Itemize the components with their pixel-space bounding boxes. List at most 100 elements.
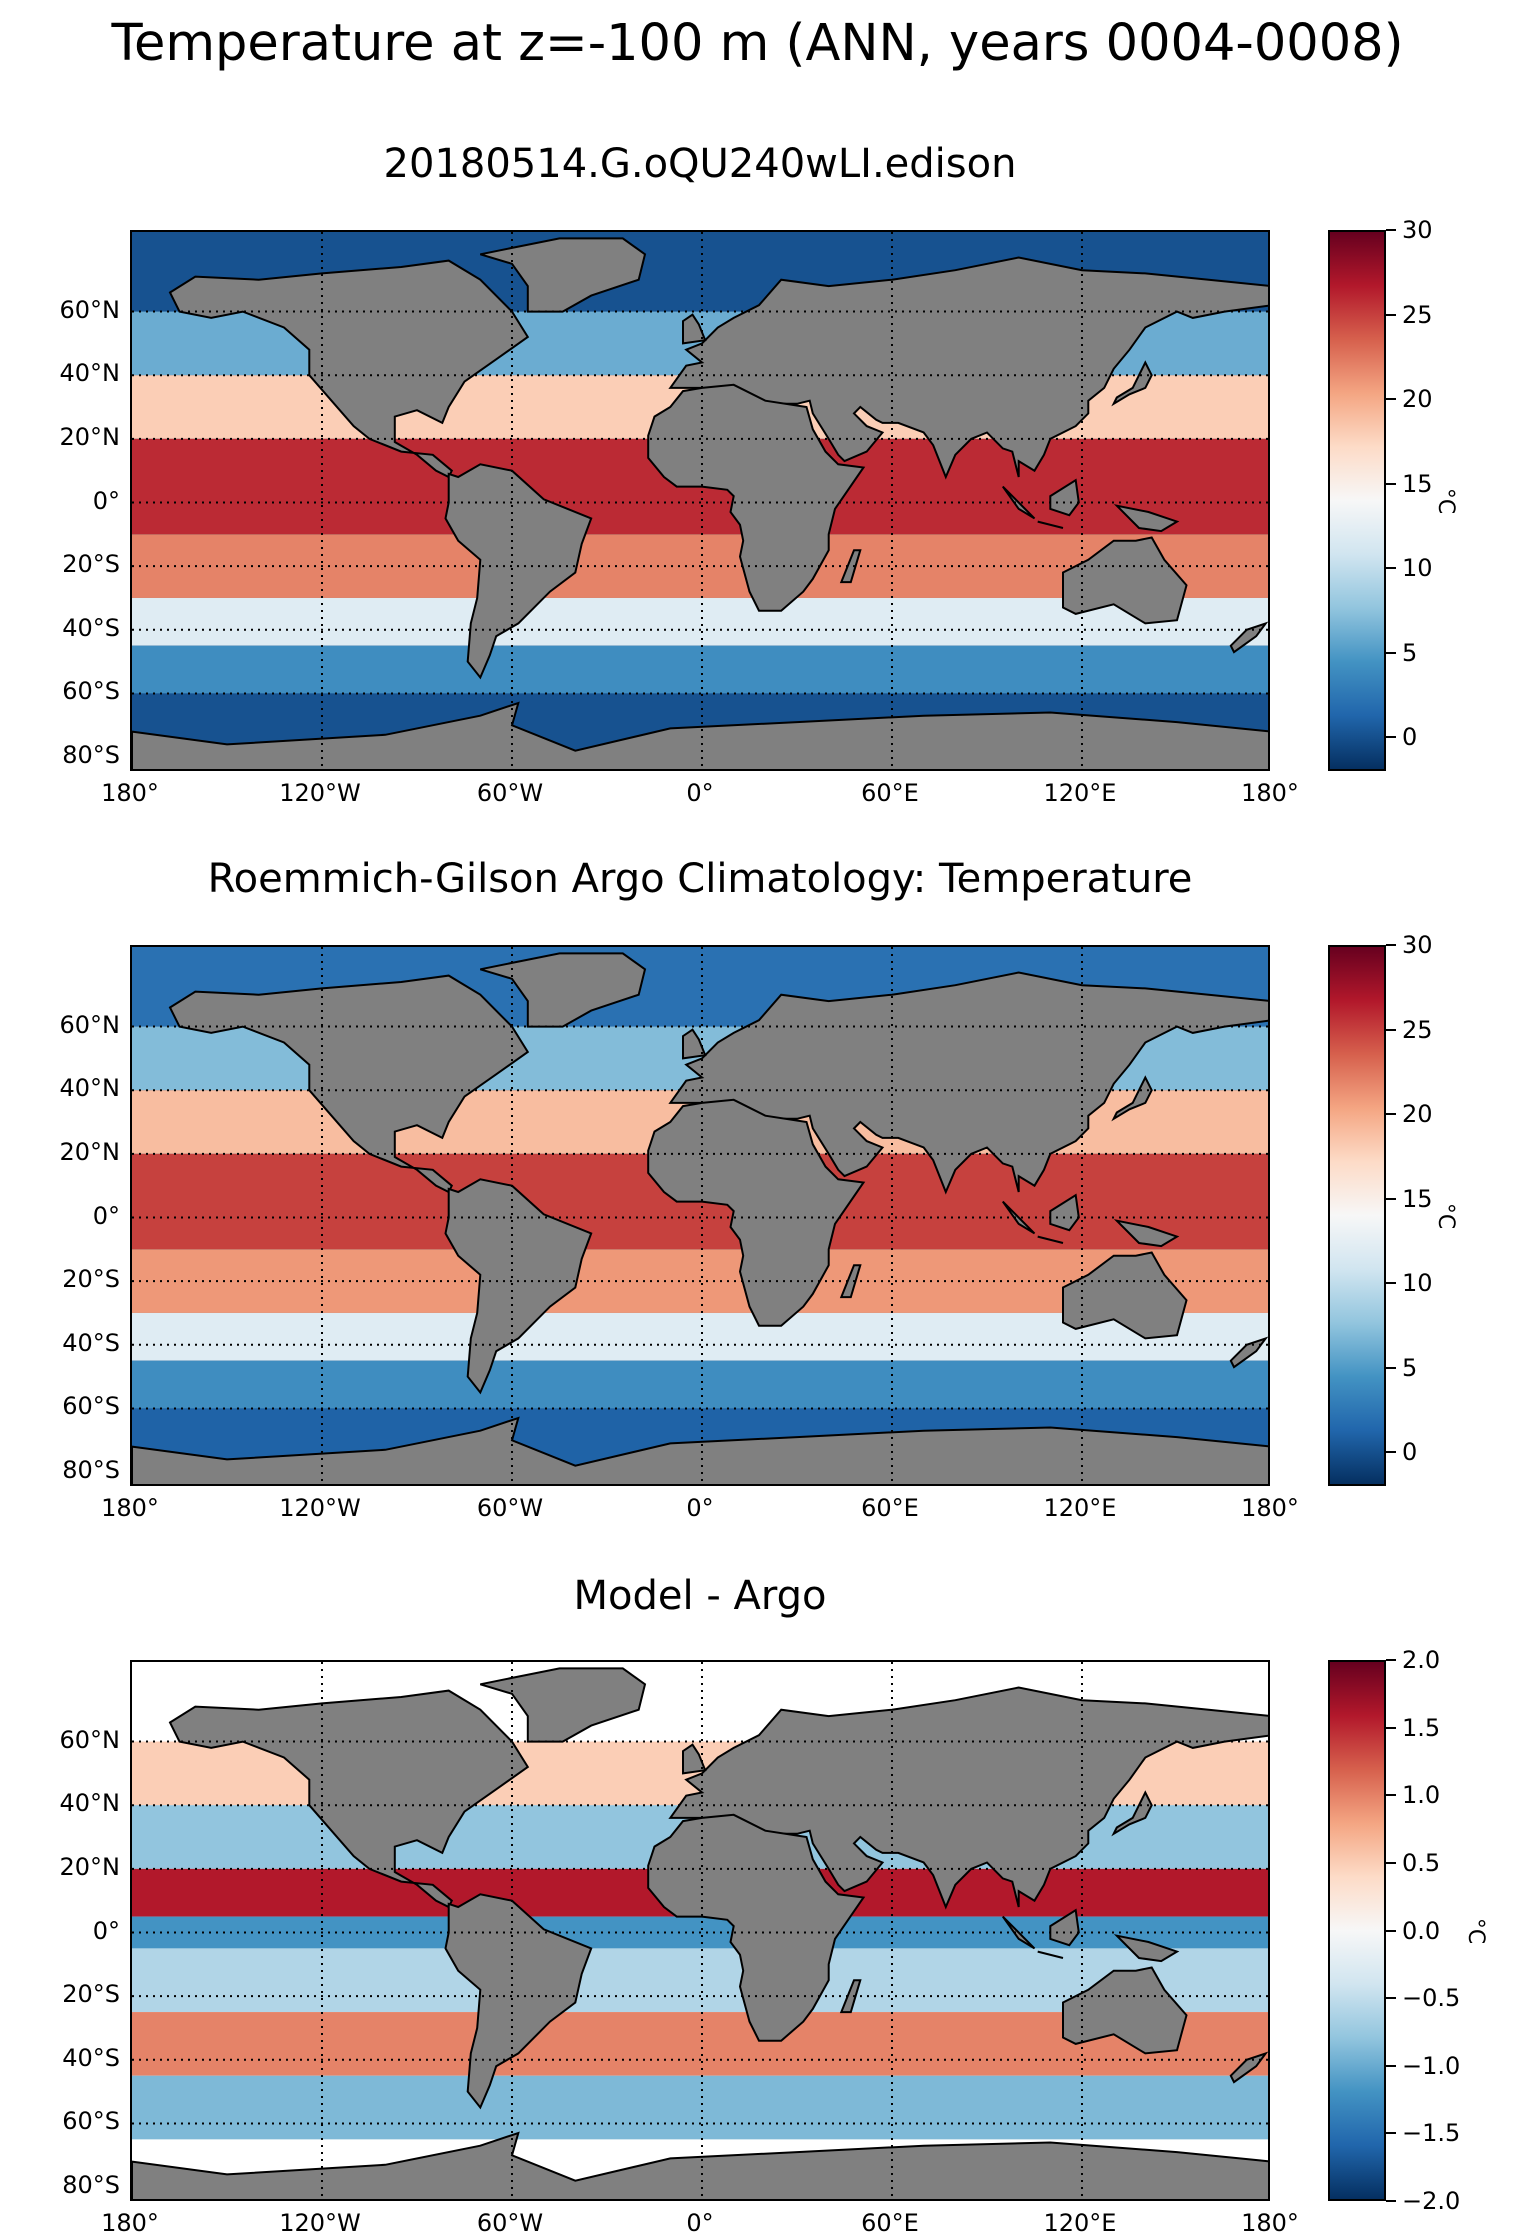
landmass-9 — [1037, 1950, 1064, 1959]
colorbar-tick-label: 20 — [1402, 1100, 1433, 1129]
latitude-tick-label: 20°S — [62, 1980, 120, 2009]
longitude-tick-label: 120°W — [279, 2209, 361, 2237]
colorbar-tick-mark — [1386, 1197, 1396, 1200]
colorbar-tick-label: 0.0 — [1402, 1916, 1441, 1945]
landmass-6 — [1062, 1966, 1188, 2055]
colorbar-tick-mark — [1386, 398, 1396, 401]
latitude-tick-label: 80°S — [62, 1456, 120, 1485]
colorbar-tick-mark — [1386, 1726, 1396, 1729]
panel-3-colorbar — [1328, 1660, 1386, 2201]
longitude-tick-label: 120°W — [279, 779, 361, 807]
landmass-5 — [647, 1098, 866, 1327]
panel-1-colorbar — [1328, 230, 1386, 771]
colorbar-tick-mark — [1386, 229, 1396, 231]
landmass-7 — [839, 1979, 862, 2014]
landmass-11 — [1113, 504, 1180, 533]
colorbar-tick-mark — [1386, 1929, 1396, 1932]
latitude-tick-label: 20°S — [62, 550, 120, 579]
colorbar-tick-mark — [1386, 1451, 1396, 1454]
colorbar-tick-mark — [1386, 944, 1396, 946]
colorbar-tick-mark — [1386, 1028, 1396, 1031]
latitude-tick-label: 20°N — [59, 1852, 121, 1881]
landmass-8 — [1001, 485, 1036, 520]
landmass-2 — [444, 1178, 593, 1395]
landmass-1 — [168, 974, 530, 1194]
colorbar-tick-mark — [1386, 2132, 1396, 2135]
longitude-tick-label: 60°W — [476, 2209, 544, 2237]
longitude-tick-label: 0° — [686, 2209, 714, 2237]
landmass-6 — [1062, 536, 1188, 625]
colorbar-tick-mark — [1386, 1997, 1396, 2000]
colorbar-tick-mark — [1386, 1659, 1396, 1661]
longitude-tick-label: 180° — [1241, 1494, 1299, 1522]
landmass-7 — [839, 549, 862, 584]
longitude-tick-label: 120°E — [1043, 1494, 1117, 1522]
colorbar-tick-mark — [1386, 1113, 1396, 1116]
colorbar-tick-label: 30 — [1402, 216, 1433, 244]
landmass-15 — [132, 2131, 1268, 2199]
landmass-14 — [682, 1743, 707, 1775]
landmass-12 — [1111, 1790, 1153, 1837]
colorbar-tick-label: −2.0 — [1402, 2187, 1461, 2215]
latitude-tick-label: 40°S — [62, 1328, 120, 1357]
latitude-tick-label: 60°S — [62, 1392, 120, 1421]
landmass-8 — [1001, 1200, 1036, 1235]
longitude-tick-label: 120°E — [1043, 779, 1117, 807]
colorbar-tick-mark — [1386, 1282, 1396, 1285]
latitude-tick-label: 0° — [92, 486, 120, 515]
landmass-8 — [1001, 1915, 1036, 1950]
longitude-tick-label: 180° — [101, 1494, 159, 1522]
latitude-tick-label: 60°N — [59, 1010, 121, 1039]
latitude-tick-label: 60°S — [62, 2107, 120, 2136]
panel-3-map — [130, 1660, 1270, 2201]
colorbar-tick-label: 2.0 — [1402, 1646, 1441, 1674]
landmass-11 — [1113, 1934, 1180, 1963]
longitude-tick-label: 60°W — [476, 1494, 544, 1522]
landmass-12 — [1111, 360, 1153, 407]
colorbar-tick-label: 1.0 — [1402, 1781, 1441, 1810]
colorbar-unit-label: °C — [1433, 487, 1459, 514]
landmass-14 — [682, 1028, 707, 1060]
longitude-tick-label: 0° — [686, 1494, 714, 1522]
landmass-9 — [1037, 1235, 1064, 1244]
panel-1-map — [130, 230, 1270, 771]
landmass-7 — [839, 1264, 862, 1299]
landmass-6 — [1062, 1251, 1188, 1340]
latitude-tick-label: 20°N — [59, 422, 121, 451]
colorbar-tick-mark — [1386, 1366, 1396, 1369]
landmass-5 — [647, 1813, 866, 2042]
colorbar-tick-label: −1.5 — [1402, 2119, 1461, 2148]
colorbar-tick-label: 0 — [1402, 723, 1418, 752]
longitude-tick-label: 120°E — [1043, 2209, 1117, 2237]
longitude-tick-label: 60°E — [861, 2209, 919, 2237]
figure-title: Temperature at z=-100 m (ANN, years 0004… — [111, 14, 1404, 73]
landmass-10 — [1049, 1193, 1080, 1232]
panel-2-title: Roemmich-Gilson Argo Climatology: Temper… — [207, 856, 1193, 902]
colorbar-tick-label: 10 — [1402, 554, 1433, 583]
colorbar-tick-mark — [1386, 2200, 1396, 2202]
map-plot-1 — [132, 232, 1268, 769]
landmass-3 — [480, 237, 647, 313]
colorbar-tick-mark — [1386, 567, 1396, 570]
colorbar-tick-label: 5 — [1402, 638, 1418, 667]
latitude-tick-label: 20°S — [62, 1265, 120, 1294]
colorbar-tick-label: 25 — [1402, 1015, 1433, 1044]
longitude-tick-label: 60°E — [861, 779, 919, 807]
colorbar-tick-label: 20 — [1402, 385, 1433, 414]
colorbar-tick-label: 0.5 — [1402, 1848, 1441, 1877]
colorbar-tick-label: 15 — [1402, 469, 1433, 498]
latitude-tick-label: 80°S — [62, 741, 120, 770]
longitude-tick-label: 60°W — [476, 779, 544, 807]
landmass-10 — [1049, 1908, 1080, 1947]
landmass-9 — [1037, 520, 1064, 529]
map-plot-3 — [132, 1662, 1268, 2199]
landmass-11 — [1113, 1219, 1180, 1248]
landmass-3 — [480, 952, 647, 1028]
colorbar-tick-mark — [1386, 482, 1396, 485]
landmass-3 — [480, 1667, 647, 1743]
longitude-tick-label: 60°E — [861, 1494, 919, 1522]
colorbar-tick-mark — [1386, 736, 1396, 739]
longitude-tick-label: 120°W — [279, 1494, 361, 1522]
colorbar-tick-label: −0.5 — [1402, 1984, 1461, 2013]
landmass-5 — [647, 383, 866, 612]
